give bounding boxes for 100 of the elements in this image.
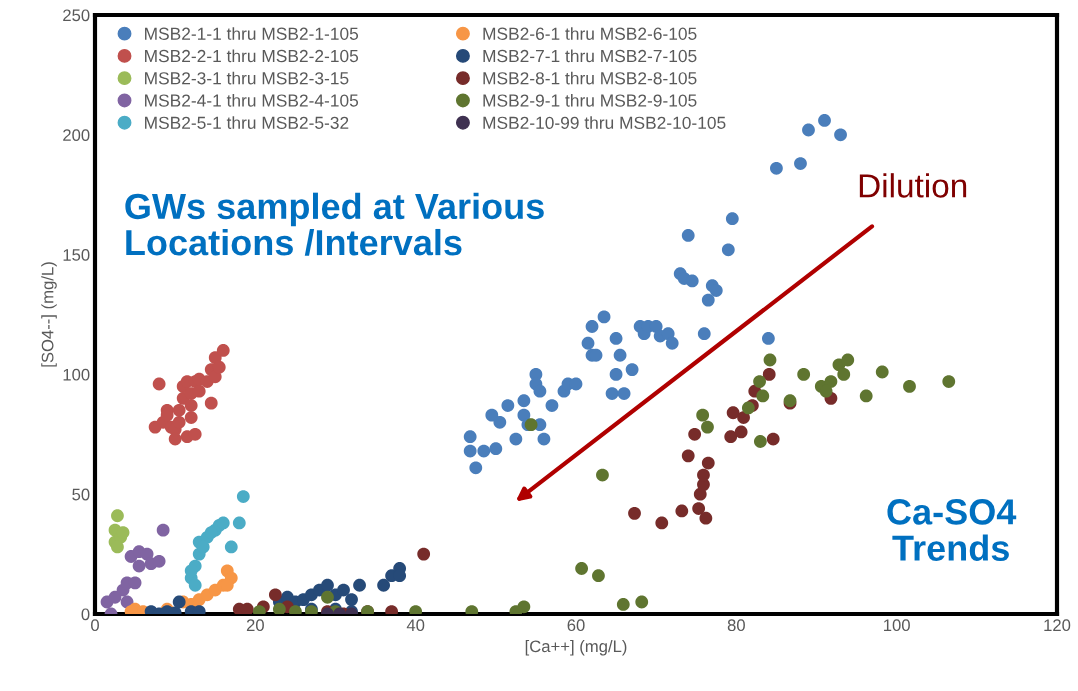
point bbox=[533, 384, 547, 398]
point bbox=[635, 595, 649, 609]
point bbox=[701, 420, 714, 434]
point bbox=[875, 365, 889, 379]
point bbox=[581, 336, 595, 350]
point bbox=[337, 583, 350, 597]
y-tick-label: 100 bbox=[63, 368, 90, 381]
point bbox=[321, 578, 334, 592]
point bbox=[617, 387, 631, 400]
point bbox=[489, 442, 503, 456]
legend-label: MSB2-7-1 thru MSB2-7-105 bbox=[483, 49, 697, 63]
y-tick-label: 50 bbox=[72, 488, 90, 501]
point bbox=[417, 547, 431, 561]
point bbox=[616, 598, 630, 611]
point bbox=[613, 348, 627, 362]
point bbox=[665, 336, 679, 350]
point bbox=[345, 593, 358, 607]
point bbox=[321, 590, 334, 604]
point bbox=[753, 435, 767, 448]
x-tick-label: 120 bbox=[1044, 619, 1071, 632]
point bbox=[463, 444, 477, 458]
point bbox=[762, 368, 776, 381]
point bbox=[609, 332, 623, 345]
point bbox=[675, 504, 689, 518]
point bbox=[172, 595, 186, 609]
point bbox=[216, 344, 230, 357]
point bbox=[132, 559, 146, 573]
y-tick-label: 150 bbox=[63, 249, 90, 261]
x-tick-label: 80 bbox=[727, 619, 745, 632]
point bbox=[726, 406, 740, 420]
x-tick-label: 60 bbox=[567, 619, 585, 632]
point bbox=[837, 368, 851, 381]
legend-label: MSB2-4-1 thru MSB2-4-105 bbox=[145, 93, 359, 107]
point bbox=[184, 411, 198, 424]
point bbox=[268, 588, 282, 602]
point bbox=[353, 578, 366, 592]
point bbox=[377, 578, 390, 592]
point bbox=[168, 432, 182, 446]
point bbox=[753, 375, 766, 388]
legend-label: MSB2-2-1 thru MSB2-2-105 bbox=[145, 49, 359, 63]
point bbox=[517, 394, 531, 408]
point bbox=[741, 401, 755, 415]
point bbox=[802, 123, 815, 137]
point bbox=[212, 360, 226, 374]
point bbox=[756, 389, 770, 403]
point bbox=[501, 399, 515, 412]
legend-label: MSB2-10-99 thru MSB2-10-105 bbox=[483, 116, 726, 129]
point bbox=[834, 128, 847, 142]
point bbox=[596, 468, 609, 482]
point bbox=[188, 578, 202, 592]
point bbox=[585, 320, 599, 333]
point bbox=[232, 516, 246, 530]
annotation: Dilution bbox=[859, 173, 967, 198]
point bbox=[697, 468, 710, 482]
x-axis-title: [Ca++] (mg/L) bbox=[525, 639, 627, 656]
point bbox=[763, 353, 777, 367]
legend-label: MSB2-8-1 thru MSB2-8-105 bbox=[483, 71, 697, 85]
point bbox=[477, 444, 491, 458]
point bbox=[545, 399, 559, 412]
point bbox=[734, 425, 748, 439]
point bbox=[188, 427, 202, 441]
point bbox=[699, 511, 713, 525]
y-tick-label: 0 bbox=[81, 608, 90, 621]
point bbox=[272, 602, 286, 614]
legend-label: MSB2-1-1 thru MSB2-1-105 bbox=[145, 27, 359, 40]
x-tick-label: 40 bbox=[406, 619, 425, 632]
point bbox=[609, 368, 623, 381]
point bbox=[709, 284, 723, 297]
point bbox=[725, 212, 739, 226]
y-tick-label: 250 bbox=[63, 9, 90, 22]
point bbox=[859, 389, 873, 403]
point bbox=[509, 432, 523, 446]
point bbox=[724, 430, 738, 444]
y-axis-title: [SO4--] (mg/L) bbox=[41, 262, 57, 367]
point bbox=[156, 523, 170, 537]
point bbox=[797, 368, 811, 381]
point bbox=[575, 562, 589, 575]
point bbox=[696, 408, 710, 422]
legend-label: MSB2-5-1 thru MSB2-5-32 bbox=[145, 116, 349, 129]
y-tick-label: 200 bbox=[63, 129, 90, 141]
point bbox=[463, 430, 477, 444]
point bbox=[685, 274, 699, 288]
x-tick-label: 20 bbox=[246, 619, 264, 632]
x-tick-label: 0 bbox=[91, 619, 99, 632]
point bbox=[111, 509, 124, 523]
point bbox=[903, 379, 916, 393]
annotation: GWs sampled at Various Locations /Intervals bbox=[125, 192, 544, 256]
legend-label: MSB2-3-1 thru MSB2-3-15 bbox=[145, 71, 349, 85]
point bbox=[818, 114, 831, 127]
point bbox=[819, 384, 833, 398]
point bbox=[184, 399, 198, 412]
point bbox=[493, 415, 507, 429]
legend-label: MSB2-6-1 thru MSB2-6-105 bbox=[483, 27, 697, 40]
point bbox=[204, 526, 218, 539]
point bbox=[655, 516, 669, 530]
point bbox=[625, 363, 639, 377]
point bbox=[701, 456, 715, 470]
point bbox=[841, 353, 855, 367]
point bbox=[224, 540, 238, 554]
point bbox=[216, 516, 230, 530]
